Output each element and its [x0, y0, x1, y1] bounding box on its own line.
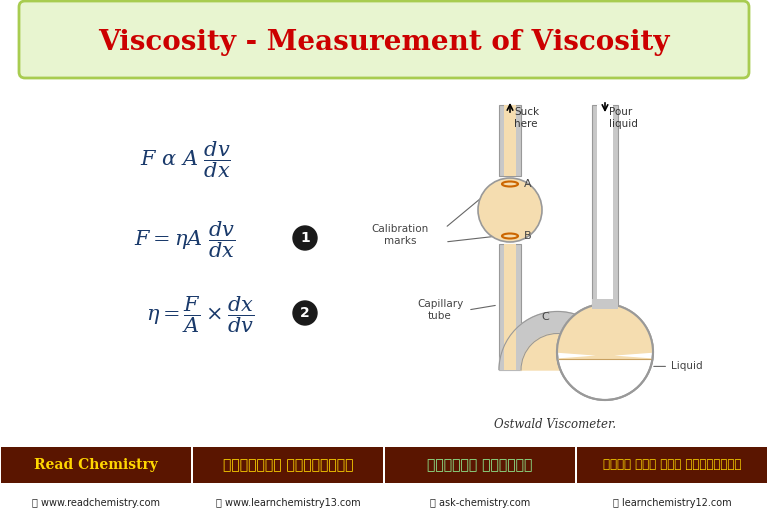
Ellipse shape	[557, 304, 653, 400]
Bar	[592, 299, 618, 309]
Bar	[0, 445, 768, 525]
Text: 🌐 ask-chemistry.com: 🌐 ask-chemistry.com	[430, 498, 530, 508]
Bar	[499, 105, 521, 176]
Circle shape	[293, 301, 317, 325]
Ellipse shape	[478, 178, 542, 242]
Bar	[193, 447, 383, 483]
Text: Capillary
tube: Capillary tube	[417, 299, 463, 321]
Text: A: A	[524, 179, 531, 189]
Text: 2: 2	[300, 306, 310, 320]
Bar	[499, 244, 521, 370]
Circle shape	[293, 226, 317, 250]
Bar	[504, 105, 516, 176]
Polygon shape	[557, 304, 653, 359]
Text: $\eta = \dfrac{F}{A} \times \dfrac{dx}{dv}$: $\eta = \dfrac{F}{A} \times \dfrac{dx}{d…	[146, 295, 254, 335]
Text: مصطلحات كيميائية: مصطلحات كيميائية	[223, 458, 353, 472]
Bar	[597, 302, 613, 350]
Bar	[592, 302, 618, 350]
Text: $F\ \alpha\ A\ \dfrac{dv}{dx}$: $F\ \alpha\ A\ \dfrac{dv}{dx}$	[140, 140, 230, 180]
Text: Viscosity - Measurement of Viscosity: Viscosity - Measurement of Viscosity	[98, 28, 670, 56]
Bar	[577, 447, 767, 483]
Text: Liquid: Liquid	[654, 361, 703, 371]
Text: Read Chemistry: Read Chemistry	[34, 458, 158, 472]
Text: Suck
here: Suck here	[514, 107, 539, 129]
Polygon shape	[521, 333, 594, 370]
Text: 🌐 learnchemistry12.com: 🌐 learnchemistry12.com	[613, 498, 731, 508]
Bar	[504, 244, 516, 370]
Text: تعرف على علم الكيمياء: تعرف على علم الكيمياء	[603, 458, 741, 471]
Bar	[597, 105, 613, 302]
Bar	[1, 447, 191, 483]
Text: Pour
liquid: Pour liquid	[609, 107, 638, 129]
Text: Ostwald Viscometer.: Ostwald Viscometer.	[494, 418, 616, 432]
Polygon shape	[499, 311, 616, 370]
FancyBboxPatch shape	[19, 1, 749, 78]
Text: 1: 1	[300, 231, 310, 245]
Bar	[385, 447, 575, 483]
Text: 🌐 www.readchemistry.com: 🌐 www.readchemistry.com	[32, 498, 160, 508]
Text: $F = \eta A\ \dfrac{dv}{dx}$: $F = \eta A\ \dfrac{dv}{dx}$	[134, 220, 236, 260]
Bar	[592, 304, 618, 370]
Text: 🌐 www.learnchemistry13.com: 🌐 www.learnchemistry13.com	[216, 498, 360, 508]
Bar	[592, 105, 618, 302]
Text: B: B	[524, 231, 531, 241]
Text: اسألني كيمياء: اسألني كيمياء	[427, 458, 533, 472]
Text: C: C	[541, 312, 549, 322]
Text: Calibration
marks: Calibration marks	[372, 224, 429, 246]
